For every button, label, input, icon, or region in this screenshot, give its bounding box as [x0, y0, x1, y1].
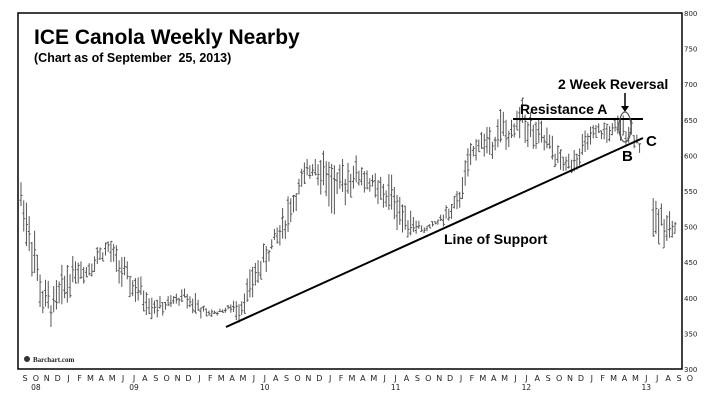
- reversal-label: 2 Week Reversal: [558, 76, 668, 92]
- x-month-label: D: [316, 374, 322, 383]
- x-month-label: A: [491, 374, 497, 383]
- x-month-label: N: [436, 374, 442, 383]
- label-c: C: [646, 133, 657, 150]
- x-month-label: J: [459, 374, 462, 383]
- x-month-label: A: [360, 374, 366, 383]
- y-tick-label: 300: [684, 366, 697, 374]
- x-month-label: M: [349, 374, 356, 383]
- x-month-label: S: [284, 374, 289, 383]
- x-month-label: O: [556, 374, 562, 383]
- x-month-label: N: [44, 374, 50, 383]
- x-month-label: O: [33, 374, 39, 383]
- x-month-label: M: [479, 374, 486, 383]
- x-month-label: O: [425, 374, 431, 383]
- x-month-label: A: [142, 374, 148, 383]
- chart-title: ICE Canola Weekly Nearby: [34, 26, 300, 49]
- x-month-label: J: [644, 374, 647, 383]
- resistance-label: Resistance A: [520, 101, 607, 117]
- x-month-label: N: [567, 374, 573, 383]
- x-month-label: S: [415, 374, 420, 383]
- reversal-ellipse: [618, 111, 632, 143]
- x-month-label: M: [218, 374, 225, 383]
- x-year-label: 13: [642, 383, 652, 392]
- x-month-label: J: [655, 374, 658, 383]
- x-month-label: D: [185, 374, 191, 383]
- x-month-label: J: [328, 374, 331, 383]
- x-month-label: M: [632, 374, 639, 383]
- x-month-label: D: [55, 374, 61, 383]
- y-tick-label: 550: [684, 188, 697, 196]
- chart-subtitle: (Chart as of September 25, 2013): [34, 51, 231, 65]
- y-tick-label: 650: [684, 117, 697, 125]
- support-trendline: [225, 137, 644, 328]
- label-b: B: [622, 148, 633, 165]
- x-month-label: J: [393, 374, 396, 383]
- x-month-label: N: [175, 374, 181, 383]
- y-tick-label: 750: [684, 46, 697, 54]
- x-month-label: J: [263, 374, 266, 383]
- x-month-label: J: [132, 374, 135, 383]
- x-month-label: M: [87, 374, 94, 383]
- x-month-label: M: [610, 374, 617, 383]
- x-month-label: D: [578, 374, 584, 383]
- x-month-label: F: [208, 374, 213, 383]
- x-month-label: M: [240, 374, 247, 383]
- price-bars: [19, 97, 677, 327]
- x-month-label: S: [676, 374, 681, 383]
- y-tick-label: 800: [684, 10, 697, 18]
- x-month-label: F: [600, 374, 605, 383]
- x-month-label: J: [66, 374, 69, 383]
- x-year-label: 10: [260, 383, 270, 392]
- x-month-label: O: [164, 374, 170, 383]
- x-month-label: A: [273, 374, 279, 383]
- x-month-label: S: [153, 374, 158, 383]
- support-label: Line of Support: [444, 231, 548, 247]
- x-year-label: 08: [31, 383, 41, 392]
- y-axis: 300 350 400 450 500 550 600 650 700 750 800: [684, 10, 697, 374]
- x-year-label: 09: [129, 383, 139, 392]
- x-month-label: J: [524, 374, 527, 383]
- barchart-logo-icon: [24, 356, 30, 362]
- arrow-head-icon: [621, 106, 629, 112]
- x-month-label: J: [383, 374, 386, 383]
- x-month-label: A: [99, 374, 105, 383]
- x-month-label: J: [121, 374, 124, 383]
- x-month-label: M: [370, 374, 377, 383]
- x-month-label: J: [513, 374, 516, 383]
- y-tick-label: 600: [684, 152, 697, 160]
- y-tick-label: 700: [684, 81, 697, 89]
- x-month-label: D: [447, 374, 453, 383]
- x-month-label: F: [470, 374, 475, 383]
- x-month-label: F: [339, 374, 344, 383]
- x-month-label: O: [294, 374, 300, 383]
- source-label: Barchart.com: [33, 356, 74, 364]
- x-month-label: S: [22, 374, 27, 383]
- x-month-label: J: [197, 374, 200, 383]
- x-month-label: O: [687, 374, 693, 383]
- x-year-label: 12: [522, 383, 532, 392]
- x-month-label: A: [229, 374, 235, 383]
- y-tick-label: 400: [684, 295, 697, 303]
- x-month-label: M: [109, 374, 116, 383]
- x-month-label: A: [404, 374, 410, 383]
- x-month-label: N: [305, 374, 311, 383]
- x-month-label: J: [590, 374, 593, 383]
- x-month-label: S: [546, 374, 551, 383]
- x-month-label: F: [77, 374, 82, 383]
- y-tick-label: 450: [684, 259, 697, 267]
- x-month-label: A: [535, 374, 541, 383]
- x-month-label: J: [252, 374, 255, 383]
- x-month-label: A: [665, 374, 671, 383]
- x-month-label: M: [501, 374, 508, 383]
- x-month-label: A: [622, 374, 628, 383]
- plot-frame: [17, 12, 683, 370]
- y-tick-label: 500: [684, 224, 697, 232]
- y-tick-label: 350: [684, 330, 697, 338]
- x-year-label: 11: [391, 383, 401, 392]
